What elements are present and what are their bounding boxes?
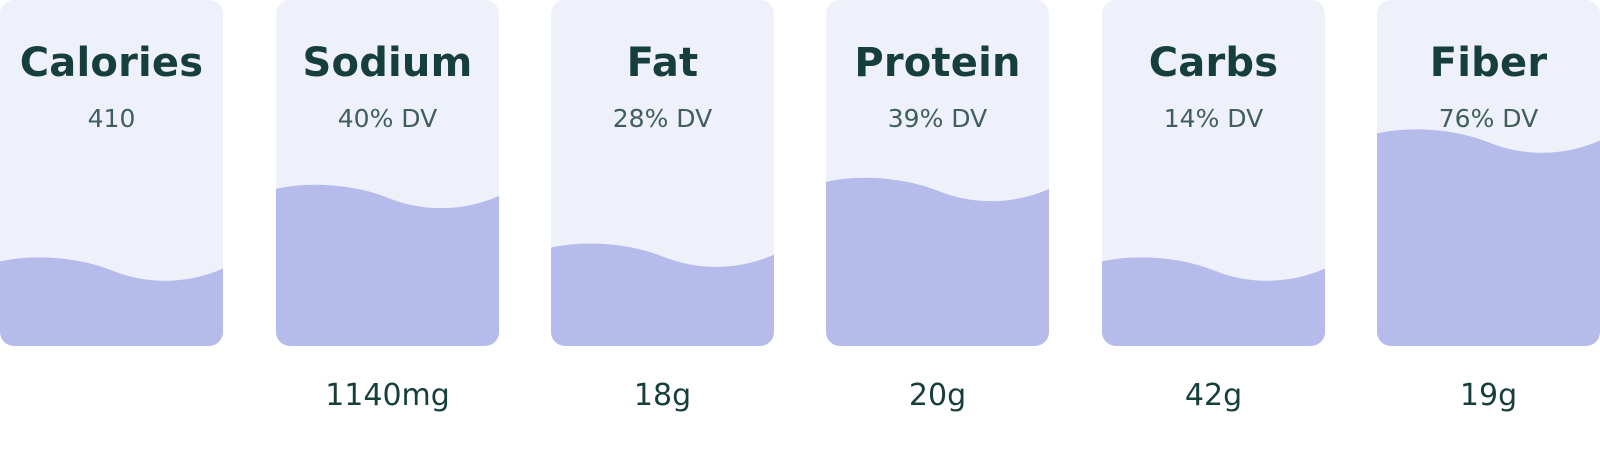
nutrient-calories: Calories 410: [0, 0, 223, 452]
nutrient-amount: 20g: [908, 378, 967, 413]
fill-wave: [276, 184, 499, 346]
nutrient-carbs: Carbs 14% DV 42g: [1102, 0, 1325, 452]
nutrient-amount: 18g: [633, 378, 692, 413]
nutrient-name: Fat: [626, 40, 699, 86]
nutrient-amount: 19g: [1459, 378, 1518, 413]
nutrient-dv: 76% DV: [1438, 104, 1539, 133]
nutrient-sodium: Sodium 40% DV 1140mg: [276, 0, 499, 452]
nutrient-fiber: Fiber 76% DV 19g: [1377, 0, 1600, 452]
nutrient-card: Protein 39% DV: [826, 0, 1049, 346]
nutrient-fat: Fat 28% DV 18g: [551, 0, 774, 452]
nutrient-card: Sodium 40% DV: [276, 0, 499, 346]
nutrient-name: Calories: [19, 40, 204, 86]
nutrient-card: Fiber 76% DV: [1377, 0, 1600, 346]
nutrient-dv: 39% DV: [887, 104, 988, 133]
nutrient-name: Sodium: [302, 40, 473, 86]
fill-wave: [1377, 129, 1600, 346]
nutrient-card: Fat 28% DV: [551, 0, 774, 346]
nutrient-card: Calories 410: [0, 0, 223, 346]
nutrient-protein: Protein 39% DV 20g: [826, 0, 1049, 452]
nutrient-amount: 1140mg: [325, 378, 450, 413]
nutrient-dv: 28% DV: [612, 104, 713, 133]
nutrient-amount: 42g: [1184, 378, 1243, 413]
fill-wave: [0, 257, 223, 346]
nutrient-value: 410: [87, 104, 136, 133]
nutrient-dv: 40% DV: [337, 104, 438, 133]
nutrient-name: Protein: [854, 40, 1021, 86]
fill-wave: [1102, 257, 1325, 346]
nutrient-dv: 14% DV: [1163, 104, 1264, 133]
nutrient-card: Carbs 14% DV: [1102, 0, 1325, 346]
fill-wave: [826, 177, 1049, 346]
nutrient-name: Fiber: [1429, 40, 1548, 86]
fill-wave: [551, 243, 774, 346]
nutrient-name: Carbs: [1148, 40, 1279, 86]
